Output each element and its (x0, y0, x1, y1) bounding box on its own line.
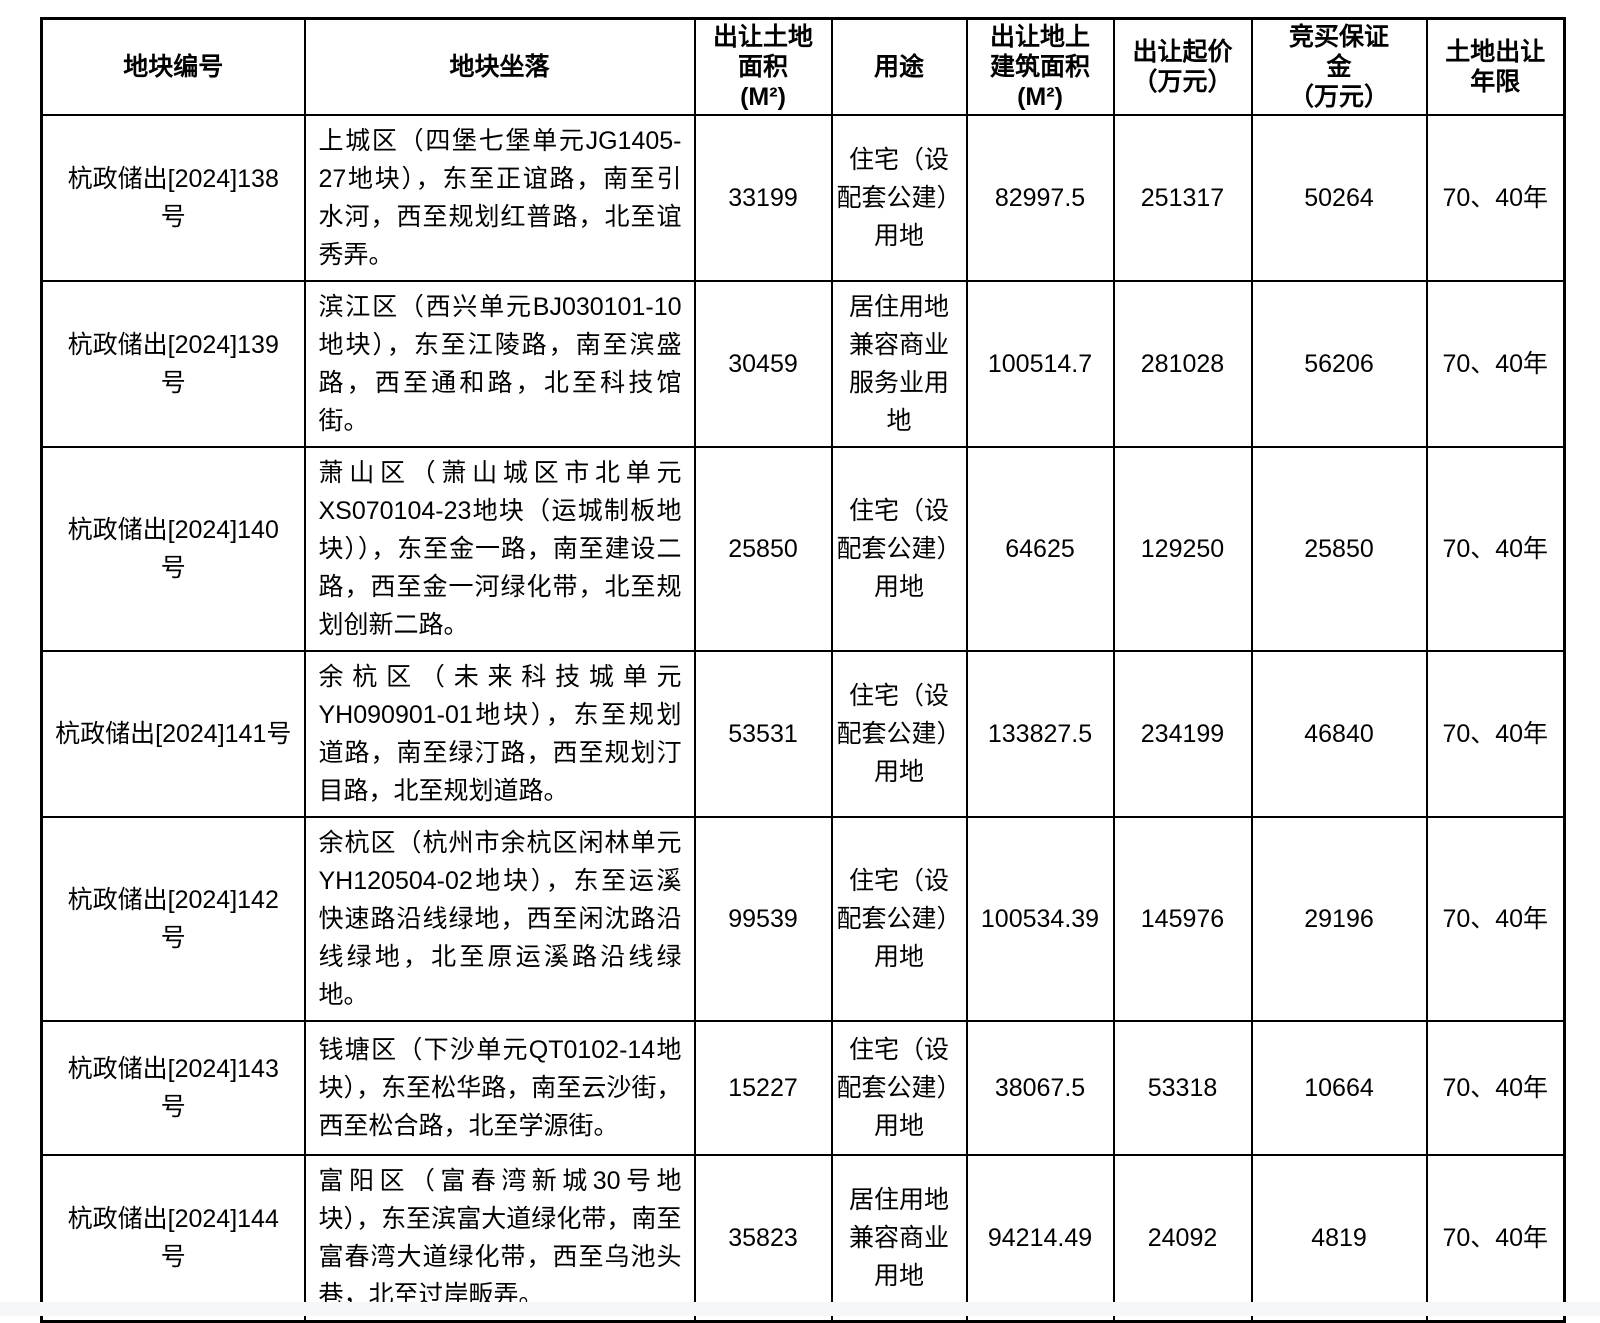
cell-plot-location: 钱塘区（下沙单元QT0102-14地块），东至松华路，南至云沙街，西至松合路，北… (303, 1020, 696, 1156)
cell-plot-code: 杭政储出[2024]143 号 (40, 1020, 306, 1156)
cell-deposit: 10664 (1250, 1020, 1428, 1156)
cell-land-area: 99539 (693, 816, 833, 1022)
table-row: 杭政储出[2024]139 号 滨江区（西兴单元BJ030101-10地块），东… (40, 280, 1566, 448)
cell-building-area: 100534.39 (965, 816, 1115, 1022)
cell-starting-price: 129250 (1112, 446, 1253, 652)
col-header-usage: 用途 (830, 17, 968, 116)
cell-deposit: 4819 (1250, 1154, 1428, 1323)
cell-deposit: 29196 (1250, 816, 1428, 1022)
col-header-building-area: 出让地上 建筑面积 (M²) (965, 17, 1115, 116)
cell-plot-location: 上城区（四堡七堡单元JG1405-27地块），东至正谊路，南至引水河，西至规划红… (303, 114, 696, 282)
cell-building-area: 94214.49 (965, 1154, 1115, 1323)
col-header-starting-price: 出让起价 （万元） (1112, 17, 1253, 116)
cell-starting-price: 24092 (1112, 1154, 1253, 1323)
table-row: 杭政储出[2024]142 号 余杭区（杭州市余杭区闲林单元YH120504-0… (40, 816, 1566, 1022)
cell-term: 70、40年 (1425, 1020, 1566, 1156)
cell-land-area: 33199 (693, 114, 833, 282)
cell-term: 70、40年 (1425, 816, 1566, 1022)
col-header-term: 土地出让 年限 (1425, 17, 1566, 116)
cell-term: 70、40年 (1425, 446, 1566, 652)
cell-usage: 住宅（设 配套公建） 用地 (830, 816, 968, 1022)
cell-plot-code: 杭政储出[2024]140 号 (40, 446, 306, 652)
cell-term: 70、40年 (1425, 1154, 1566, 1323)
table-row: 杭政储出[2024]143 号 钱塘区（下沙单元QT0102-14地块），东至松… (40, 1020, 1566, 1156)
table-row: 杭政储出[2024]141号 余杭区（未来科技城单元YH090901-01地块）… (40, 650, 1566, 818)
cell-plot-code: 杭政储出[2024]138 号 (40, 114, 306, 282)
header-row: 地块编号 地块坐落 出让土地 面积 (M²) 用途 出让地上 建筑面积 (M²)… (40, 17, 1566, 116)
cell-land-area: 25850 (693, 446, 833, 652)
page-bottom-edge (0, 1302, 1600, 1316)
cell-building-area: 82997.5 (965, 114, 1115, 282)
cell-term: 70、40年 (1425, 650, 1566, 818)
cell-plot-code: 杭政储出[2024]144 号 (40, 1154, 306, 1323)
cell-deposit: 50264 (1250, 114, 1428, 282)
cell-deposit: 46840 (1250, 650, 1428, 818)
cell-starting-price: 251317 (1112, 114, 1253, 282)
col-header-plot-location: 地块坐落 (303, 17, 696, 116)
cell-plot-location: 余杭区（未来科技城单元YH090901-01地块），东至规划道路，南至绿汀路，西… (303, 650, 696, 818)
cell-plot-code: 杭政储出[2024]141号 (40, 650, 306, 818)
cell-usage: 住宅（设 配套公建） 用地 (830, 1020, 968, 1156)
cell-usage: 住宅（设 配套公建） 用地 (830, 650, 968, 818)
cell-usage: 居住用地 兼容商业 服务业用 地 (830, 280, 968, 448)
cell-land-area: 30459 (693, 280, 833, 448)
cell-starting-price: 234199 (1112, 650, 1253, 818)
col-header-land-area: 出让土地 面积 (M²) (693, 17, 833, 116)
cell-starting-price: 145976 (1112, 816, 1253, 1022)
land-plots-table: 地块编号 地块坐落 出让土地 面积 (M²) 用途 出让地上 建筑面积 (M²)… (40, 17, 1566, 1323)
cell-land-area: 35823 (693, 1154, 833, 1323)
cell-deposit: 56206 (1250, 280, 1428, 448)
cell-term: 70、40年 (1425, 280, 1566, 448)
cell-plot-code: 杭政储出[2024]142 号 (40, 816, 306, 1022)
cell-building-area: 100514.7 (965, 280, 1115, 448)
cell-building-area: 133827.5 (965, 650, 1115, 818)
cell-plot-location: 萧山区（萧山城区市北单元XS070104-23地块（运城制板地块）），东至金一路… (303, 446, 696, 652)
col-header-deposit: 竞买保证 金 （万元） (1250, 17, 1428, 116)
cell-building-area: 64625 (965, 446, 1115, 652)
cell-usage: 住宅（设 配套公建） 用地 (830, 114, 968, 282)
table-header: 地块编号 地块坐落 出让土地 面积 (M²) 用途 出让地上 建筑面积 (M²)… (40, 17, 1566, 116)
cell-plot-location: 富阳区（富春湾新城30号地块），东至滨富大道绿化带，南至富春湾大道绿化带，西至乌… (303, 1154, 696, 1323)
cell-deposit: 25850 (1250, 446, 1428, 652)
cell-land-area: 53531 (693, 650, 833, 818)
cell-usage: 居住用地 兼容商业 用地 (830, 1154, 968, 1323)
cell-plot-location: 余杭区（杭州市余杭区闲林单元YH120504-02地块），东至运溪快速路沿线绿地… (303, 816, 696, 1022)
cell-building-area: 38067.5 (965, 1020, 1115, 1156)
cell-usage: 住宅（设 配套公建） 用地 (830, 446, 968, 652)
table-row: 杭政储出[2024]140 号 萧山区（萧山城区市北单元XS070104-23地… (40, 446, 1566, 652)
cell-plot-location: 滨江区（西兴单元BJ030101-10地块），东至江陵路，南至滨盛路，西至通和路… (303, 280, 696, 448)
cell-starting-price: 281028 (1112, 280, 1253, 448)
cell-plot-code: 杭政储出[2024]139 号 (40, 280, 306, 448)
cell-term: 70、40年 (1425, 114, 1566, 282)
cell-starting-price: 53318 (1112, 1020, 1253, 1156)
table-row: 杭政储出[2024]144 号 富阳区（富春湾新城30号地块），东至滨富大道绿化… (40, 1154, 1566, 1323)
cell-land-area: 15227 (693, 1020, 833, 1156)
table-row: 杭政储出[2024]138 号 上城区（四堡七堡单元JG1405-27地块），东… (40, 114, 1566, 282)
table-body: 杭政储出[2024]138 号 上城区（四堡七堡单元JG1405-27地块），东… (40, 114, 1566, 1323)
col-header-plot-code: 地块编号 (40, 17, 306, 116)
